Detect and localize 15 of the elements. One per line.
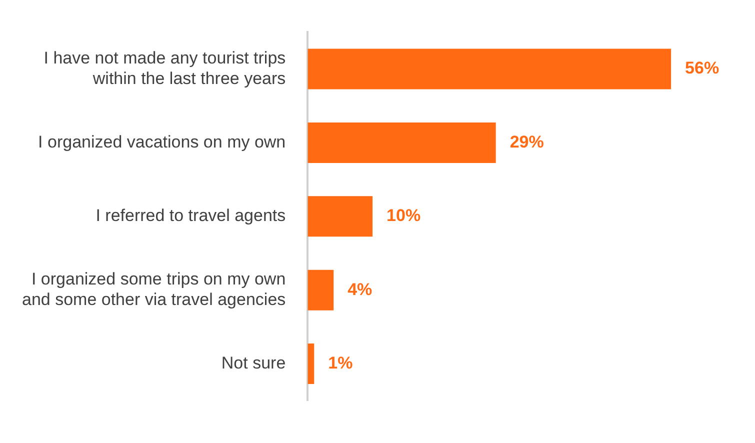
data-label: 56% bbox=[685, 58, 720, 78]
data-label: 29% bbox=[510, 132, 544, 152]
bar bbox=[308, 344, 314, 384]
bar bbox=[308, 122, 496, 163]
y-tick-label: I organized vacations on my own bbox=[38, 132, 286, 152]
bar bbox=[308, 48, 672, 90]
data-label: 1% bbox=[328, 353, 353, 372]
bar bbox=[308, 270, 334, 310]
y-tick-label: I organized some trips on my own and some other via travel agencies bbox=[22, 270, 286, 309]
data-label: 10% bbox=[386, 206, 421, 226]
y-tick-label: I referred to travel agents bbox=[96, 206, 286, 226]
bar bbox=[308, 196, 373, 237]
y-tick-label: Not sure bbox=[221, 353, 286, 372]
data-label: 4% bbox=[348, 280, 372, 299]
y-tick-label: I have not made any tourist trips within the last three years bbox=[44, 48, 286, 88]
